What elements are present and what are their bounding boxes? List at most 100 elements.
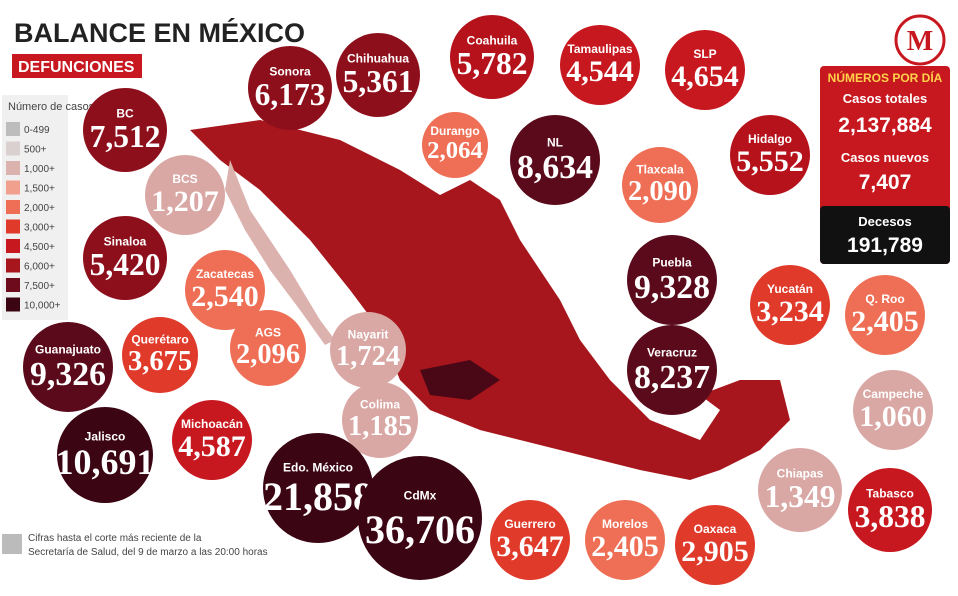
state-bubble — [145, 155, 225, 235]
panel-value: 7,407 — [859, 171, 912, 194]
legend-swatch — [6, 161, 20, 175]
state-bubble — [185, 250, 265, 330]
subtitle-bg — [12, 54, 142, 78]
panel-label: Casos nuevos — [841, 150, 929, 165]
state-name: NL — [547, 136, 563, 150]
legend-swatch — [6, 180, 20, 195]
state-value: 5,782 — [457, 46, 528, 81]
state-bubble — [730, 115, 810, 195]
legend-label: 2,000+ — [24, 203, 55, 214]
state-bubble — [490, 500, 570, 580]
state-value: 3,675 — [128, 346, 192, 377]
state-value: 10,691 — [56, 442, 155, 482]
legend-label: 500+ — [24, 145, 47, 156]
state-name: Edo. México — [283, 461, 353, 475]
state-value: 8,237 — [634, 359, 710, 396]
legend-swatch — [6, 141, 20, 156]
state-name: Durango — [430, 124, 479, 138]
legend-title: Número de casos — [8, 101, 95, 113]
legend-label: 1,000+ — [24, 164, 55, 175]
state-name: BCS — [172, 172, 197, 186]
state-name: Tlaxcala — [636, 163, 684, 177]
state-name: Tabasco — [866, 486, 914, 500]
legend-swatch — [6, 122, 20, 136]
map-peninsula — [225, 160, 335, 345]
legend-label: 7,500+ — [24, 281, 55, 292]
state-value: 2,540 — [191, 280, 259, 313]
map-center — [420, 360, 500, 400]
state-bubble — [758, 448, 842, 532]
legend-swatch — [6, 297, 20, 312]
title: BALANCE EN MÉXICO — [14, 17, 305, 48]
subtitle: DEFUNCIONES — [18, 59, 135, 76]
state-name: SLP — [693, 47, 716, 61]
state-name: Colima — [360, 398, 400, 412]
state-name: Jalisco — [85, 430, 126, 444]
state-value: 2,064 — [427, 137, 483, 164]
state-name: Nayarit — [348, 328, 389, 342]
panel-value: 2,137,884 — [838, 114, 932, 137]
panel-label: Casos totales — [843, 91, 928, 106]
state-bubble — [23, 322, 113, 412]
state-bubble — [622, 147, 698, 223]
legend-label: 6,000+ — [24, 262, 55, 273]
state-value: 2,405 — [591, 530, 659, 563]
state-value: 3,234 — [756, 295, 824, 328]
state-name: Michoacán — [181, 417, 243, 431]
logo: M — [907, 26, 933, 57]
state-name: Tamaulipas — [567, 42, 632, 56]
state-bubble — [358, 456, 482, 580]
state-value: 7,512 — [90, 119, 161, 154]
state-name: Sonora — [269, 64, 311, 78]
state-bubble — [342, 382, 418, 458]
state-name: Veracruz — [647, 346, 697, 360]
state-name: Chihuahua — [347, 51, 409, 65]
state-value: 3,838 — [855, 499, 926, 534]
legend-swatch — [6, 258, 20, 273]
state-bubble — [122, 317, 198, 393]
state-bubble — [585, 500, 665, 580]
state-bubble — [675, 505, 755, 585]
legend-label: 4,500+ — [24, 242, 55, 253]
state-bubble — [330, 312, 406, 388]
state-name: CdMx — [404, 488, 437, 502]
state-value: 4,544 — [566, 55, 634, 88]
state-name: Oaxaca — [694, 522, 737, 536]
footnote: Cifras hasta el corte más reciente de la — [28, 533, 202, 544]
state-bubble — [665, 30, 745, 110]
state-value: 2,905 — [681, 535, 749, 568]
state-bubble — [263, 433, 373, 543]
state-value: 5,361 — [343, 64, 414, 99]
state-value: 2,405 — [851, 305, 919, 338]
state-bubble — [422, 112, 488, 178]
legend-label: 10,000+ — [24, 301, 61, 312]
state-bubble — [848, 468, 932, 552]
state-value: 6,173 — [255, 77, 326, 112]
state-bubble — [510, 115, 600, 205]
state-name: Morelos — [602, 517, 648, 531]
state-name: Sinaloa — [104, 234, 147, 248]
state-value: 3,647 — [496, 530, 564, 563]
state-value: 4,654 — [671, 60, 739, 93]
footnote: Secretaría de Salud, del 9 de marzo a la… — [28, 547, 268, 558]
state-bubble — [336, 33, 420, 117]
state-value: 5,420 — [90, 247, 161, 282]
state-name: Q. Roo — [865, 292, 904, 306]
state-name: Campeche — [863, 387, 924, 401]
legend-label: 3,000+ — [24, 223, 55, 234]
state-bubble — [57, 407, 153, 503]
state-name: Guanajuato — [35, 343, 101, 357]
footnote-mark — [2, 534, 22, 554]
state-value: 5,552 — [736, 145, 804, 178]
state-bubble — [230, 310, 306, 386]
state-name: Querétaro — [131, 333, 188, 347]
legend-label: 1,500+ — [24, 184, 55, 195]
state-bubble — [248, 46, 332, 130]
state-name: AGS — [255, 326, 281, 340]
state-value: 2,096 — [236, 339, 300, 370]
state-name: Hidalgo — [748, 132, 792, 146]
state-bubble — [172, 400, 252, 480]
state-bubble — [627, 325, 717, 415]
panel-dark — [820, 206, 950, 264]
